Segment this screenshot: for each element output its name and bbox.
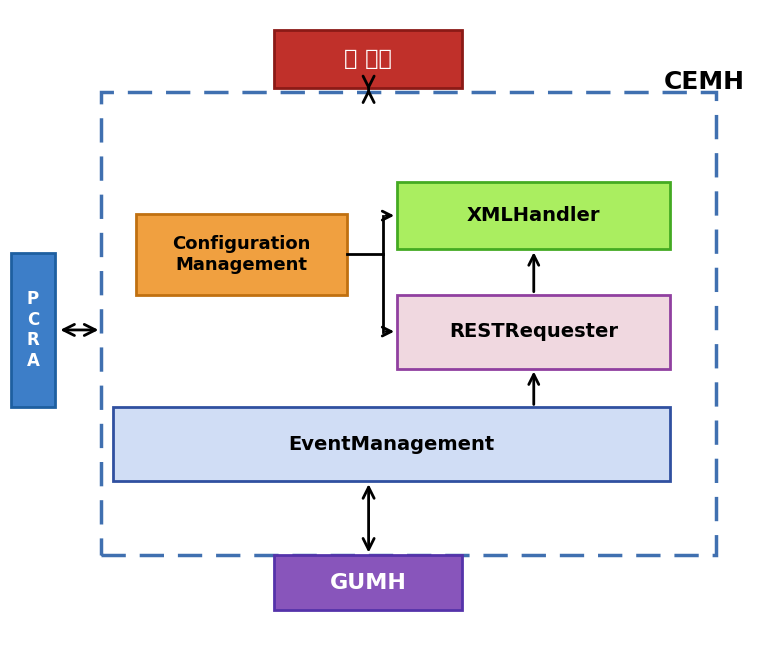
Text: Configuration
Management: Configuration Management (172, 235, 311, 274)
Bar (397, 294, 670, 369)
Text: EventManagement: EventManagement (288, 435, 494, 454)
Bar (274, 30, 463, 89)
Bar (397, 182, 670, 249)
Bar (11, 252, 56, 407)
Bar (101, 92, 715, 555)
Text: P
C
R
A: P C R A (26, 290, 39, 370)
Text: GUMH: GUMH (330, 573, 406, 593)
Text: RESTRequester: RESTRequester (449, 322, 618, 341)
Bar (274, 555, 463, 610)
Text: XMLHandler: XMLHandler (466, 206, 600, 225)
Text: 웹 포털: 웹 포털 (345, 49, 392, 69)
Text: CEMH: CEMH (664, 70, 745, 94)
Bar (136, 214, 347, 294)
Bar (113, 407, 670, 481)
